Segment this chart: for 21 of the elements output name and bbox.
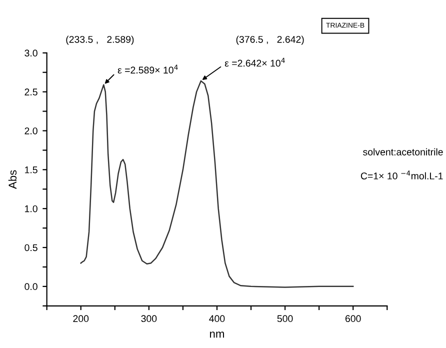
x-tick-label: 200 bbox=[73, 315, 89, 322]
text: (233.5 , 2.589) bbox=[66, 36, 134, 45]
x-tick-label: 600 bbox=[345, 315, 361, 322]
annotation: C=1× 10 $^{−4}$mol.L-1 bbox=[360, 170, 443, 180]
y-axis-title: Abs bbox=[8, 170, 17, 189]
y-tick-label: 3.0 bbox=[24, 50, 38, 57]
y-tick-label: 0.0 bbox=[24, 283, 38, 290]
y-tick-label: 1.5 bbox=[25, 166, 38, 174]
y-tick-label: 2.0 bbox=[24, 127, 38, 134]
y-tick-label: 0.5 bbox=[24, 244, 38, 252]
x-tick-label: 500 bbox=[277, 315, 293, 322]
x-axis-title: nm bbox=[210, 332, 224, 338]
y-tick-label: 1.0 bbox=[25, 205, 38, 212]
annotation: solvent:acetonitrile bbox=[363, 148, 443, 156]
y-tick-label: 2.5 bbox=[24, 88, 38, 96]
annotation: ε =2.589× 10$^{4}$ bbox=[118, 64, 178, 74]
x-tick-label: 400 bbox=[209, 315, 225, 322]
text: (376.5 , 2.642) bbox=[236, 36, 304, 45]
line-series bbox=[80, 80, 354, 288]
annotation: ε =2.642× 10$^{4}$ bbox=[224, 58, 285, 67]
x-tick-label: 300 bbox=[141, 315, 157, 322]
